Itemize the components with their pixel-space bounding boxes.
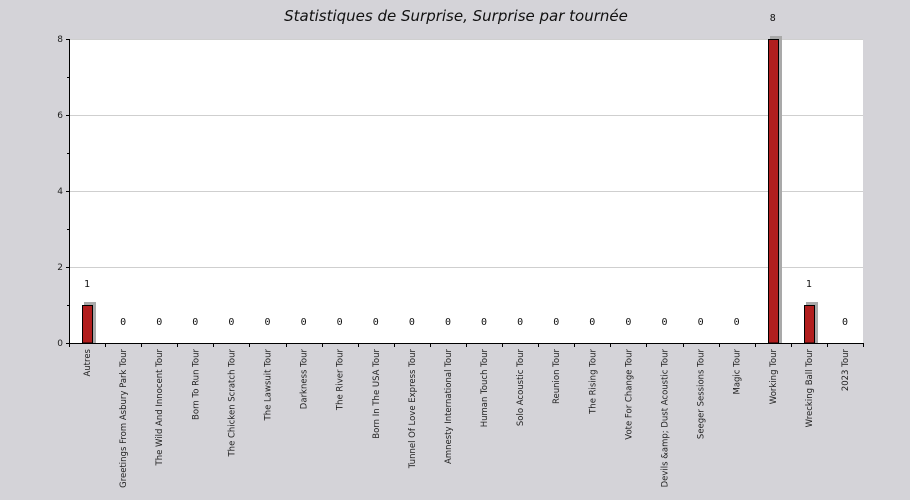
data-label: 0 <box>589 317 595 328</box>
data-label: 0 <box>553 317 559 328</box>
x-tick-label: The Rising Tour <box>588 349 598 415</box>
data-labels: 1 0 0 0 0 0 0 0 0 0 0 0 0 0 0 0 0 0 0 8 1 0 <box>84 13 848 328</box>
data-label: 0 <box>661 317 667 328</box>
x-tick-label: 2023 Tour <box>841 349 851 392</box>
x-tick-label: Amnesty International Tour <box>444 349 454 464</box>
data-label: 0 <box>264 317 270 328</box>
data-label: 0 <box>192 317 198 328</box>
data-label: 0 <box>228 317 234 328</box>
x-tick-label: Vote For Change Tour <box>624 349 634 440</box>
x-tick-label: Born To Run Tour <box>191 349 201 420</box>
data-label: 1 <box>806 279 812 290</box>
data-label: 0 <box>842 317 848 328</box>
chart-title: Statistiques de Surprise, Surprise par t… <box>284 7 628 25</box>
y-tick-label: 8 <box>57 35 63 45</box>
x-tick-label: Greetings From Asbury Park Tour <box>119 349 129 488</box>
bar <box>768 39 779 344</box>
bar <box>82 305 93 344</box>
x-tick-label: Reunion Tour <box>552 349 562 405</box>
data-label: 8 <box>770 13 776 24</box>
data-label: 0 <box>301 317 307 328</box>
data-label: 0 <box>373 317 379 328</box>
data-label: 0 <box>156 317 162 328</box>
x-tick-label: Devils &amp; Dust Acoustic Tour <box>661 348 671 487</box>
data-label: 0 <box>625 317 631 328</box>
x-tick-label: Human Touch Tour <box>480 349 490 428</box>
gridlines <box>69 39 863 268</box>
x-tick-label: Seeger Sessions Tour <box>697 349 707 440</box>
x-axis-ticks: Autres Greetings From Asbury Park Tour The… <box>83 348 851 487</box>
y-tick-label: 6 <box>57 111 63 121</box>
data-label: 0 <box>698 317 704 328</box>
y-tick-label: 2 <box>57 263 63 273</box>
x-tick-label: The Lawsuit Tour <box>264 348 274 421</box>
data-label: 0 <box>409 317 415 328</box>
x-tick-label: The River Tour <box>336 349 346 412</box>
axes <box>66 39 864 347</box>
x-tick-label: The Wild And Innocent Tour <box>155 349 165 467</box>
x-tick-label: Working Tour <box>769 348 779 404</box>
data-label: 1 <box>84 279 90 290</box>
x-tick-label: Tunnel Of Love Express Tour <box>408 349 418 470</box>
x-tick-label: The Chicken Scratch Tour <box>227 349 237 458</box>
x-tick-label: Autres <box>83 348 93 376</box>
x-tick-label: Magic Tour <box>733 349 743 395</box>
y-tick-label: 4 <box>57 187 63 197</box>
data-label: 0 <box>120 317 126 328</box>
y-axis-ticks: 0 2 4 6 8 <box>57 35 63 349</box>
data-label: 0 <box>517 317 523 328</box>
bars <box>82 36 818 344</box>
bar <box>804 305 815 344</box>
x-tick-label: Wrecking Ball Tour <box>805 349 815 428</box>
data-label: 0 <box>481 317 487 328</box>
data-label: 0 <box>734 317 740 328</box>
data-label: 0 <box>445 317 451 328</box>
y-tick-label: 0 <box>57 339 63 349</box>
data-label: 0 <box>337 317 343 328</box>
x-tick-label: Born In The USA Tour <box>372 349 382 439</box>
x-tick-label: Solo Acoustic Tour <box>516 349 526 427</box>
x-tick-label: Darkness Tour <box>300 349 310 410</box>
